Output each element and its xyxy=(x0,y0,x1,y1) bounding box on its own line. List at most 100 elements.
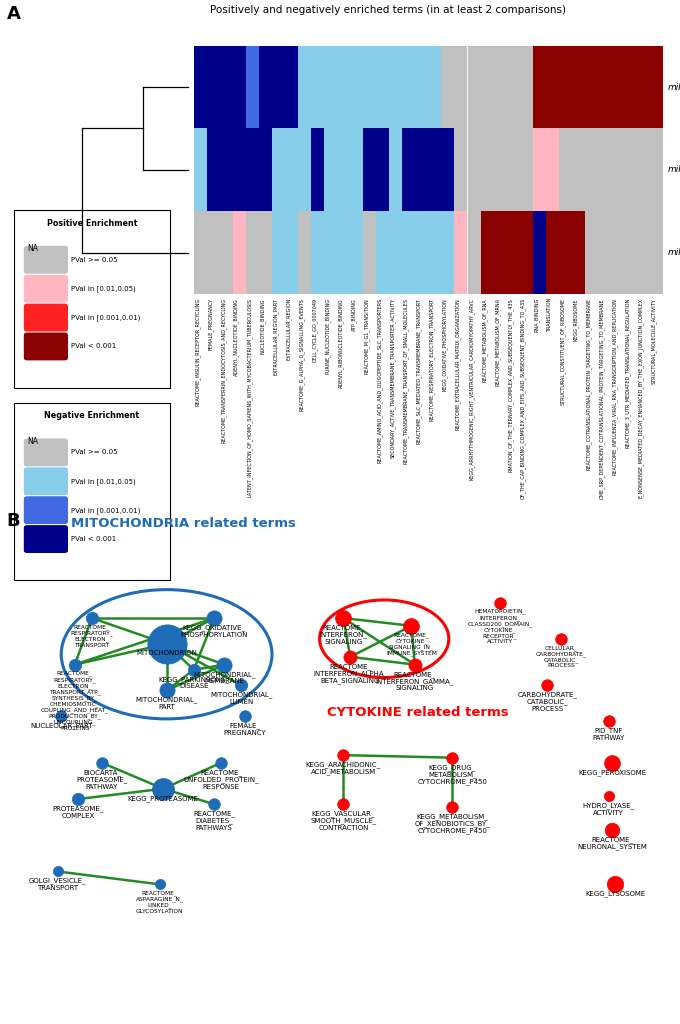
Text: Negative Enrichment: Negative Enrichment xyxy=(44,412,139,420)
Bar xyxy=(415,128,428,211)
Text: REACTOME_EXTRACELLULAR_MATRIX_ORGANIZATION: REACTOME_EXTRACELLULAR_MATRIX_ORGANIZATI… xyxy=(456,298,461,430)
Bar xyxy=(507,46,520,128)
Text: miR-590-5p: miR-590-5p xyxy=(668,83,680,91)
Point xyxy=(73,791,84,807)
Bar xyxy=(546,46,559,128)
Bar xyxy=(233,46,246,128)
Bar xyxy=(350,46,363,128)
Bar xyxy=(454,128,467,211)
Text: NA: NA xyxy=(27,436,38,445)
Point xyxy=(188,662,199,678)
Text: STRUCTURAL_MOLECULE_ACTIVITY: STRUCTURAL_MOLECULE_ACTIVITY xyxy=(651,298,656,384)
Bar xyxy=(246,46,259,128)
Text: FEMALE_
PREGNANCY: FEMALE_ PREGNANCY xyxy=(224,723,266,736)
Bar xyxy=(272,211,285,294)
Text: KEGG_DRUG_
METABOLISM_
CYTOCHROME_P450: KEGG_DRUG_ METABOLISM_ CYTOCHROME_P450 xyxy=(418,764,487,785)
Text: GOLGI_VESICLE_
TRANSPORT: GOLGI_VESICLE_ TRANSPORT xyxy=(29,878,86,891)
Bar xyxy=(572,46,585,128)
Bar xyxy=(298,46,311,128)
Bar xyxy=(454,211,467,294)
Bar xyxy=(532,46,545,128)
Point xyxy=(556,631,566,647)
Bar xyxy=(350,128,363,211)
Bar xyxy=(598,211,611,294)
Bar xyxy=(363,46,376,128)
Text: TRANSLATION: TRANSLATION xyxy=(547,298,552,333)
Text: EXTRACELLULAR_REGION_PART: EXTRACELLULAR_REGION_PART xyxy=(273,298,279,375)
Text: NUCLEOLAR_PART: NUCLEOLAR_PART xyxy=(30,723,92,729)
Text: KEGG_PEROXISOME: KEGG_PEROXISOME xyxy=(578,769,646,776)
FancyBboxPatch shape xyxy=(24,438,68,466)
Point xyxy=(603,788,614,805)
Bar xyxy=(532,128,545,211)
Bar xyxy=(494,211,507,294)
Bar xyxy=(415,211,428,294)
Bar xyxy=(207,211,220,294)
Text: PROTEASOME_
COMPLEX: PROTEASOME_ COMPLEX xyxy=(52,805,104,818)
Point xyxy=(345,648,356,665)
Bar xyxy=(428,46,441,128)
Bar xyxy=(233,128,246,211)
Bar xyxy=(585,128,598,211)
Bar xyxy=(611,46,624,128)
Text: CYTOKINE related terms: CYTOKINE related terms xyxy=(327,706,509,719)
Text: REACTOME_RESPIRATORY_ELECTRON_TRANSPORT: REACTOME_RESPIRATORY_ELECTRON_TRANSPORT xyxy=(429,298,435,421)
Bar xyxy=(311,128,324,211)
Point xyxy=(607,755,617,771)
Text: A: A xyxy=(7,5,20,24)
Point xyxy=(158,780,169,797)
Text: PURINE_NUCLEOTIDE_BINDING: PURINE_NUCLEOTIDE_BINDING xyxy=(325,298,330,374)
Bar xyxy=(494,46,507,128)
Bar xyxy=(389,128,403,211)
Point xyxy=(542,677,553,693)
Text: MITOCHONDRIAL_
LUMEN: MITOCHONDRIAL_ LUMEN xyxy=(210,691,273,705)
Bar xyxy=(363,128,376,211)
Point xyxy=(338,610,349,627)
Bar xyxy=(403,46,415,128)
Bar xyxy=(259,211,272,294)
Text: Positive Enrichment: Positive Enrichment xyxy=(46,218,137,227)
Bar xyxy=(194,128,207,211)
Point xyxy=(209,610,220,627)
Text: MITOCHONDRION: MITOCHONDRION xyxy=(136,650,197,656)
Point xyxy=(216,755,226,771)
Bar xyxy=(650,46,663,128)
FancyBboxPatch shape xyxy=(14,403,170,581)
Text: REACTOME_SLC_MEDIATED_TRANSMEMBRANE_TRANSPORT: REACTOME_SLC_MEDIATED_TRANSMEMBRANE_TRAN… xyxy=(416,298,422,443)
Bar xyxy=(520,211,532,294)
Text: MITOCHONDRIA related terms: MITOCHONDRIA related terms xyxy=(71,517,296,530)
Text: CARBOHYDRATE_
CATABOLIC_
PROCESS: CARBOHYDRATE_ CATABOLIC_ PROCESS xyxy=(517,691,577,712)
Bar xyxy=(559,211,572,294)
Text: REACTOME_
NEURONAL_SYSTEM: REACTOME_ NEURONAL_SYSTEM xyxy=(577,837,647,850)
Point xyxy=(607,822,617,839)
Point xyxy=(69,656,80,673)
Bar xyxy=(546,128,559,211)
FancyBboxPatch shape xyxy=(24,497,68,524)
Bar xyxy=(637,128,650,211)
Bar xyxy=(220,211,233,294)
Bar xyxy=(298,128,311,211)
Bar xyxy=(376,128,389,211)
Point xyxy=(56,709,67,725)
Bar xyxy=(481,128,494,211)
Bar xyxy=(194,46,207,128)
Bar xyxy=(532,211,545,294)
Text: REACTOME_METABOLISM_OF_MRNA: REACTOME_METABOLISM_OF_MRNA xyxy=(494,298,500,386)
Bar xyxy=(350,211,363,294)
Text: B: B xyxy=(7,512,20,530)
Bar xyxy=(207,46,220,128)
Bar xyxy=(441,211,454,294)
Point xyxy=(97,755,107,771)
Bar xyxy=(233,211,246,294)
Text: OF_THE_CAP_BINDING_COMPLEX_AND_EIFS_AND_SUBSEQUENT_BINDING_TO_43S: OF_THE_CAP_BINDING_COMPLEX_AND_EIFS_AND_… xyxy=(520,298,526,500)
Text: REACTOME_
ASPARAGINE_N_
LINKED_
GLYCOSYLATION: REACTOME_ ASPARAGINE_N_ LINKED_ GLYCOSYL… xyxy=(136,891,184,913)
Point xyxy=(154,877,165,893)
Bar xyxy=(585,211,598,294)
Text: PVal in [0.01,0.05): PVal in [0.01,0.05) xyxy=(71,478,136,484)
Bar xyxy=(207,128,220,211)
Bar xyxy=(507,211,520,294)
Text: REACTOME_INFLUENZA_VIRAL_RNA_TRANSCRIPTION_AND_REPLICATION: REACTOME_INFLUENZA_VIRAL_RNA_TRANSCRIPTI… xyxy=(612,298,617,475)
Bar xyxy=(611,211,624,294)
Text: STRUCTURAL_CONSTITUENT_OF_RIBOSOME: STRUCTURAL_CONSTITUENT_OF_RIBOSOME xyxy=(560,298,565,406)
Text: REACTOME_
CYTOKINE_
SIGNALING_IN_
IMMUNE_SYSTEM: REACTOME_ CYTOKINE_ SIGNALING_IN_ IMMUNE… xyxy=(386,632,437,656)
